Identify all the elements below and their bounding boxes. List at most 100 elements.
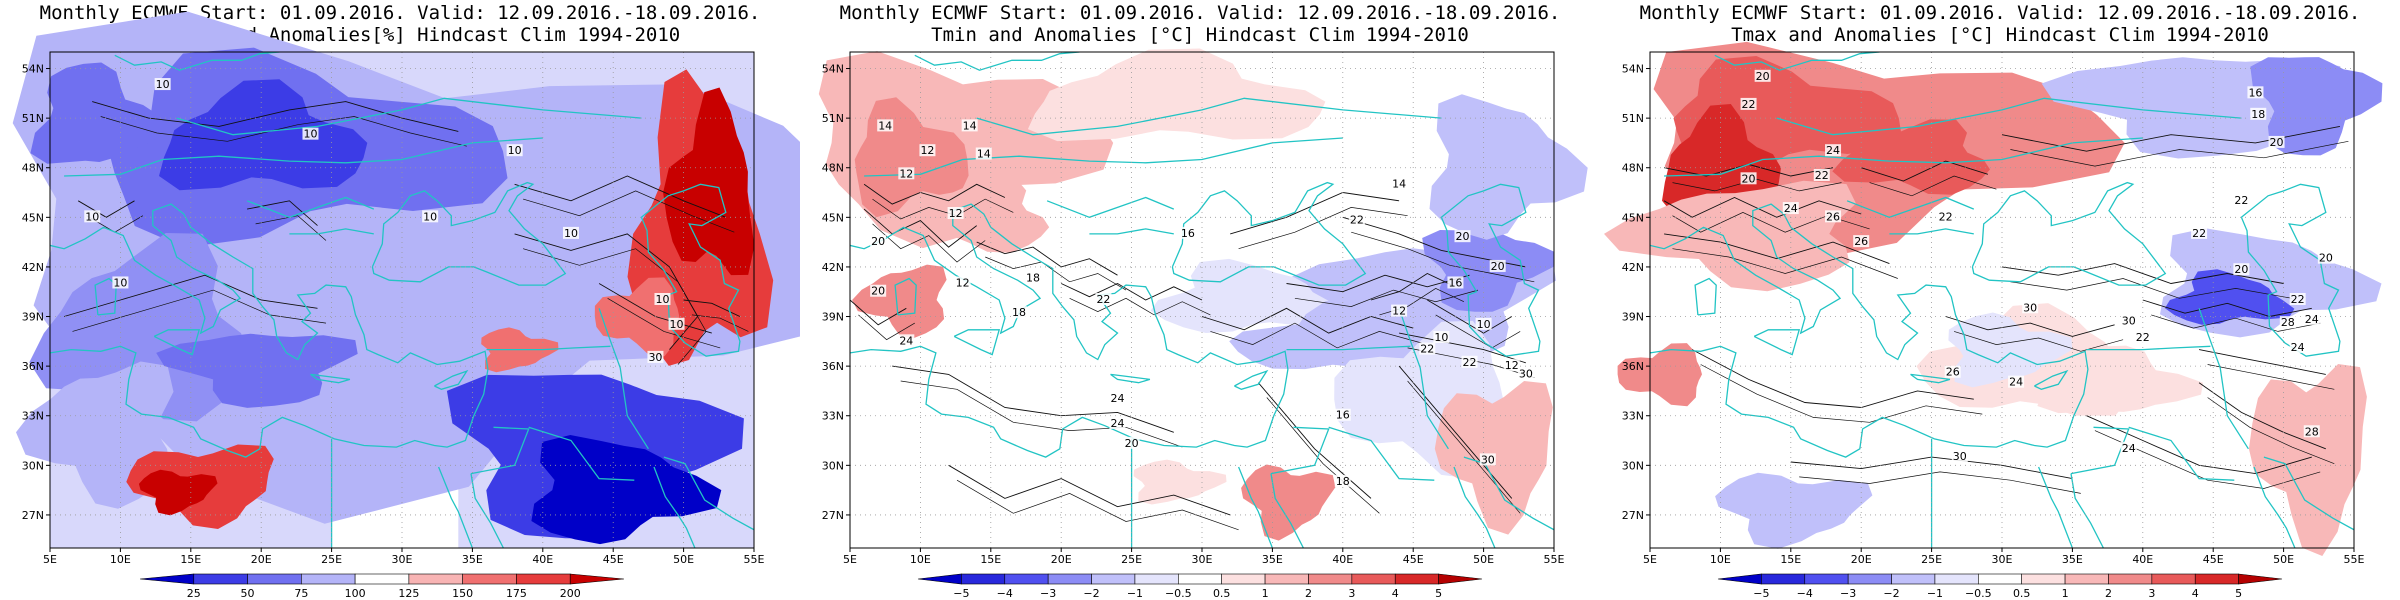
contour-line xyxy=(956,479,1239,531)
contour-label-bg xyxy=(877,119,894,132)
anomaly-area xyxy=(2164,269,2295,325)
coastline xyxy=(953,329,1001,356)
contour-label-bg xyxy=(2303,425,2320,438)
contour-label-bg xyxy=(1754,69,1771,82)
contour-label-bg xyxy=(1937,210,1954,223)
anomaly-area xyxy=(2037,345,2203,414)
contour-line xyxy=(1230,192,1400,235)
coastline xyxy=(153,329,201,356)
colorbar-segment xyxy=(2108,573,2153,585)
lon-tick-label: 10E xyxy=(1710,553,1731,566)
lat-tick-label: 45N xyxy=(22,211,44,224)
colorbar-label: −2 xyxy=(1883,587,1899,600)
contour-label: 24 xyxy=(1111,392,1125,405)
lon-tick-label: 30E xyxy=(1192,553,1213,566)
lat-tick-label: 33N xyxy=(1622,410,1644,423)
contour-line xyxy=(1799,471,2081,494)
contour-line xyxy=(985,256,1127,291)
lat-tick-label: 48N xyxy=(1622,162,1644,175)
colorbar-label: 25 xyxy=(187,587,201,600)
colorbar-segment xyxy=(301,573,356,585)
coastline xyxy=(434,369,469,390)
contour-label-bg xyxy=(1503,359,1520,372)
contour-label-bg xyxy=(870,284,887,297)
colorbar-label: 150 xyxy=(452,587,473,600)
contour-label: 10 xyxy=(564,227,578,240)
lat-tick-label: 51N xyxy=(822,112,844,125)
contour-label-bg xyxy=(870,235,887,248)
contour-line xyxy=(1663,197,1862,218)
contour-label-bg xyxy=(954,276,971,289)
lat-tick-label: 45N xyxy=(822,211,844,224)
lon-tick-label: 50E xyxy=(1473,553,1494,566)
contour-label: 20 xyxy=(1455,230,1469,243)
contour-line xyxy=(2207,397,2335,465)
contour-line xyxy=(1435,314,1521,349)
lat-tick-label: 48N xyxy=(822,162,844,175)
colorbar-label: −4 xyxy=(1797,587,1813,600)
contour-label: 10 xyxy=(113,276,127,289)
contour-label: 20 xyxy=(1125,437,1139,450)
coastline xyxy=(914,52,1080,71)
contour-line xyxy=(2207,364,2335,390)
coastline xyxy=(2198,308,2249,450)
coastline xyxy=(1776,97,2242,136)
colorbar-segment xyxy=(2194,573,2239,585)
coastline xyxy=(2086,345,2211,351)
contour-label-bg xyxy=(2268,135,2285,148)
contour-line xyxy=(2199,349,2326,375)
colorbar-segment xyxy=(1091,573,1136,585)
contour-label: 14 xyxy=(878,119,892,132)
colorbar-label: 2 xyxy=(1305,587,1312,600)
panel-title-line1: Monthly ECMWF Start: 01.09.2016. Valid: … xyxy=(839,2,1561,24)
colorbar-label: 1 xyxy=(2062,587,2069,600)
panel-title-line2: Tmax and Anomalies [°C] Hindcast Clim 19… xyxy=(1731,24,2269,46)
coastline xyxy=(653,466,696,548)
contour-label: 28 xyxy=(2281,316,2295,329)
lon-tick-label: 25E xyxy=(1121,553,1142,566)
colorbar-segment xyxy=(1351,573,1396,585)
coastline xyxy=(2263,456,2354,531)
contour-label: 12 xyxy=(899,167,913,180)
contour-label: 22 xyxy=(1350,214,1364,227)
contour-label-bg xyxy=(2233,193,2250,206)
colorbar-segment xyxy=(1004,573,1049,585)
contour-label: 30 xyxy=(1953,450,1967,463)
contour-line xyxy=(1664,233,1890,265)
coastline xyxy=(663,456,754,531)
anomaly-area xyxy=(29,233,250,422)
coastline xyxy=(1046,196,1175,218)
contour-label-bg xyxy=(2134,331,2151,344)
contour-label-bg xyxy=(1813,169,1830,181)
contour-label-bg xyxy=(975,147,992,160)
lon-tick-label: 50E xyxy=(673,553,694,566)
contour-line xyxy=(255,215,327,241)
contour-line xyxy=(1945,316,2115,337)
colorbar-label: 3 xyxy=(2148,587,2155,600)
contour-label: 22 xyxy=(2291,293,2305,306)
contour-label: 22 xyxy=(1742,98,1756,111)
contour-label-bg xyxy=(1348,213,1365,226)
contour-label: 10 xyxy=(1434,331,1448,344)
coastline xyxy=(64,137,543,177)
colorbar-label: 4 xyxy=(1392,587,1399,600)
contour-label: 24 xyxy=(1826,144,1840,157)
contour-label-bg xyxy=(1334,474,1351,487)
contour-label-bg xyxy=(647,350,664,363)
coastline xyxy=(2128,426,2235,481)
contour-line xyxy=(1700,364,1983,423)
contour-label: 24 xyxy=(2009,376,2023,389)
lon-tick-label: 15E xyxy=(980,553,1001,566)
contour-label: 30 xyxy=(2122,314,2136,327)
contour-label: 12 xyxy=(956,276,970,289)
anomaly-area xyxy=(1832,119,1990,195)
contour-line xyxy=(2142,299,2312,317)
coastline xyxy=(1694,277,1717,316)
lon-tick-label: 15E xyxy=(180,553,201,566)
contour-label-bg xyxy=(668,317,685,330)
coastline xyxy=(1971,181,2167,286)
colorbar-segment xyxy=(1934,573,1979,585)
contour-label-bg xyxy=(898,167,915,180)
contour-label-bg xyxy=(422,210,439,223)
contour-line xyxy=(1266,397,1380,514)
